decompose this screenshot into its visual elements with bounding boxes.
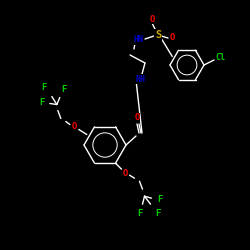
Text: F: F bbox=[61, 85, 66, 94]
Text: O: O bbox=[169, 34, 175, 42]
Text: NH: NH bbox=[135, 74, 145, 84]
Text: F: F bbox=[41, 83, 46, 92]
Text: F: F bbox=[137, 209, 142, 218]
Text: F: F bbox=[39, 98, 44, 107]
Text: O: O bbox=[123, 169, 128, 178]
Text: O: O bbox=[149, 14, 155, 24]
Text: F: F bbox=[155, 209, 160, 218]
Text: O: O bbox=[134, 114, 140, 122]
Text: Cl: Cl bbox=[215, 54, 225, 62]
Text: F: F bbox=[157, 195, 162, 204]
Text: S: S bbox=[155, 30, 161, 40]
Text: HN: HN bbox=[133, 36, 143, 44]
Text: O: O bbox=[71, 122, 76, 131]
